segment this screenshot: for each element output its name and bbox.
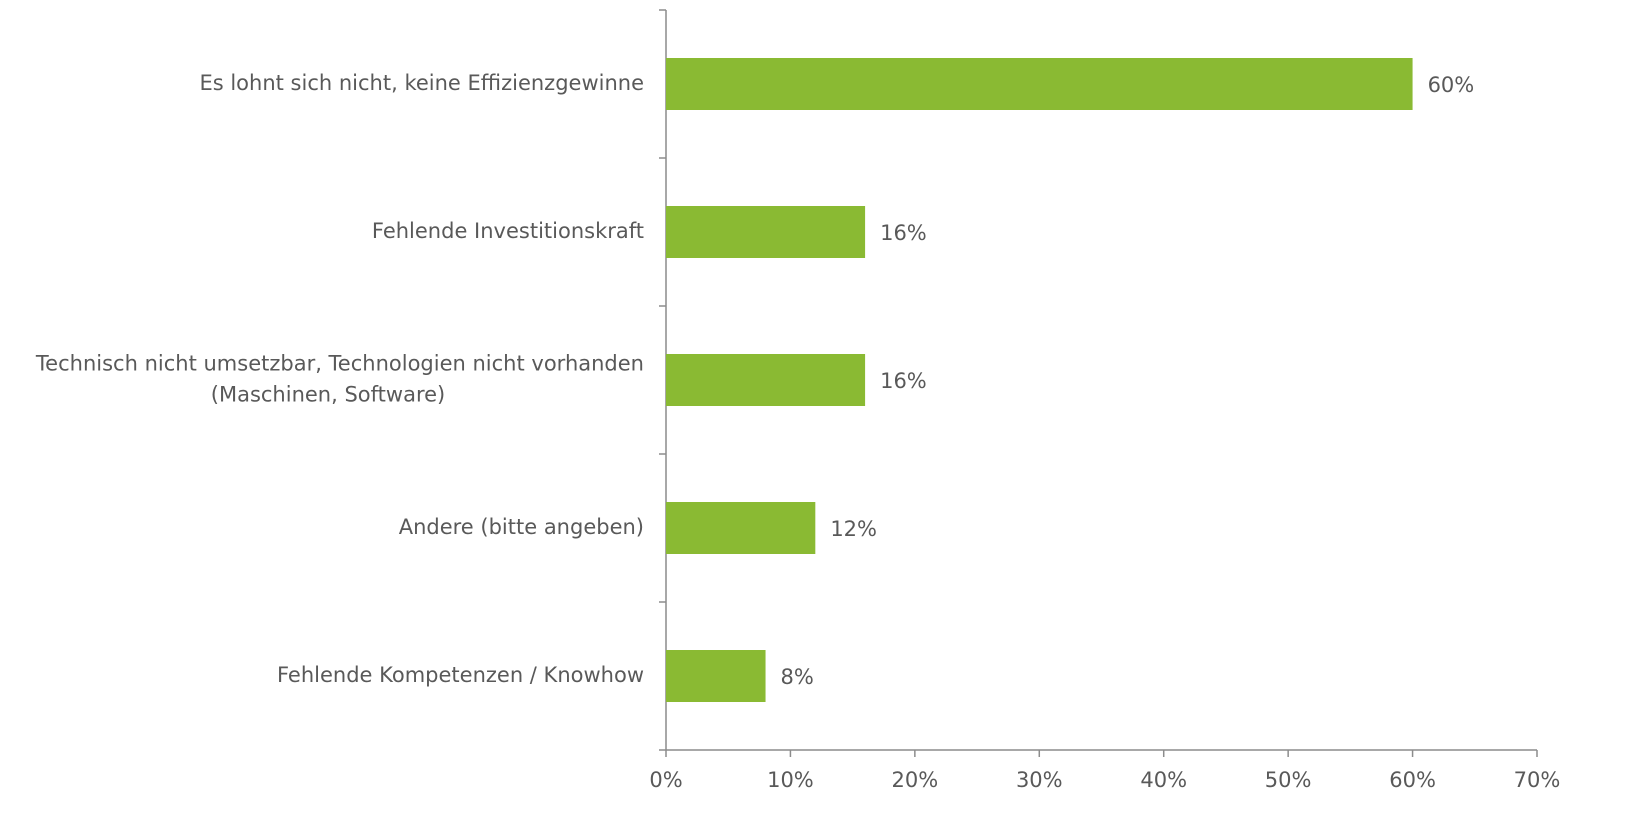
value-label: 16% [880,369,927,393]
bar [666,650,766,702]
x-tick-label: 60% [1389,768,1436,792]
value-label: 12% [830,517,877,541]
value-label: 16% [880,221,927,245]
category-label: Es lohnt sich nicht, keine Effizienzgewi… [199,71,644,95]
x-tick-label: 0% [649,768,682,792]
bar [666,206,866,258]
category-label: Fehlende Investitionskraft [372,219,644,243]
x-tick-label: 30% [1016,768,1063,792]
bar [666,354,866,406]
x-tick-label: 70% [1514,768,1561,792]
x-tick-label: 20% [892,768,939,792]
bar [666,58,1413,110]
x-tick-label: 50% [1265,768,1312,792]
value-label: 8% [781,665,814,689]
category-label: Fehlende Kompetenzen / Knowhow [277,663,644,687]
category-label: Technisch nicht umsetzbar, Technologien … [35,352,644,407]
value-label: 60% [1428,73,1475,97]
category-label: Andere (bitte angeben) [399,515,644,539]
bar [666,502,816,554]
x-tick-label: 40% [1140,768,1187,792]
x-tick-label: 10% [767,768,814,792]
